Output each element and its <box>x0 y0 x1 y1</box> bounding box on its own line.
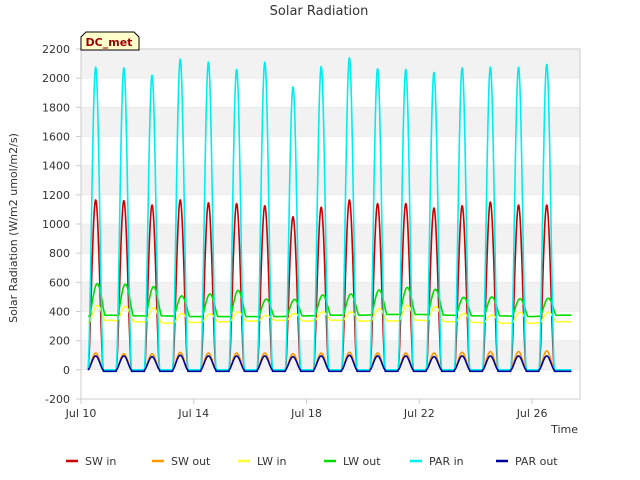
legend-item: SW out <box>152 455 211 468</box>
x-tick-label: Jul 18 <box>290 407 322 420</box>
y-tick-label: 1200 <box>42 189 70 202</box>
legend-item: PAR in <box>410 455 464 468</box>
y-tick-label: 2200 <box>42 43 70 56</box>
legend-label: PAR out <box>515 455 558 468</box>
annotation-box-shape <box>80 31 140 51</box>
x-tick-label: Jul 26 <box>516 407 548 420</box>
annotation-box: DC_met <box>80 31 140 51</box>
y-tick-label: 1600 <box>42 131 70 144</box>
y-tick-label: 800 <box>49 247 70 260</box>
series-line-lw-out <box>87 282 572 318</box>
y-tick-label: 600 <box>49 276 70 289</box>
series-lines <box>87 56 572 373</box>
legend-label: PAR in <box>429 455 464 468</box>
grid-bands <box>81 48 580 400</box>
legend-item: LW in <box>238 455 287 468</box>
legend-label: LW in <box>257 455 287 468</box>
grid-band <box>81 165 580 195</box>
grid-band <box>81 49 580 79</box>
legend-label: LW out <box>343 455 381 468</box>
series-line-lw-in <box>87 304 572 324</box>
x-axis-label: Time <box>550 423 578 436</box>
y-axis: -200 0 200 400 600 800 1000 1200 1400 1600 1800 200… <box>42 43 81 406</box>
y-axis-label: Solar Radiation (W/m2 umol/m2/s) <box>7 133 20 323</box>
y-tick-label: 0 <box>63 364 70 377</box>
plot-frame <box>80 48 581 400</box>
y-tick-label: 200 <box>49 335 70 348</box>
annotation-label: DC_met <box>86 36 133 49</box>
y-tick-label: 1400 <box>42 160 70 173</box>
legend-label: SW out <box>171 455 211 468</box>
grid-band <box>81 224 580 254</box>
grid-band <box>81 340 580 370</box>
chart-title: Solar Radiation <box>270 4 369 19</box>
x-tick-label: Jul 10 <box>65 407 97 420</box>
series-line-par-out <box>87 354 572 373</box>
y-tick-label: 400 <box>49 306 70 319</box>
x-tick-label: Jul 14 <box>177 407 209 420</box>
y-tick-label: -200 <box>45 393 70 406</box>
series-line-par-in <box>87 56 572 371</box>
x-tick-label: Jul 22 <box>403 407 435 420</box>
y-tick-label: 1000 <box>42 218 70 231</box>
x-axis: Jul 10 Jul 14 Jul 18 Jul 22 Jul 26 <box>65 399 548 420</box>
legend: SW in SW out LW in LW out PAR in PAR out <box>66 455 558 468</box>
legend-item: LW out <box>324 455 381 468</box>
legend-label: SW in <box>85 455 116 468</box>
y-tick-label: 1800 <box>42 101 70 114</box>
y-tick-label: 2000 <box>42 72 70 85</box>
legend-item: PAR out <box>496 455 558 468</box>
grid-band <box>81 107 580 137</box>
legend-item: SW in <box>66 455 116 468</box>
